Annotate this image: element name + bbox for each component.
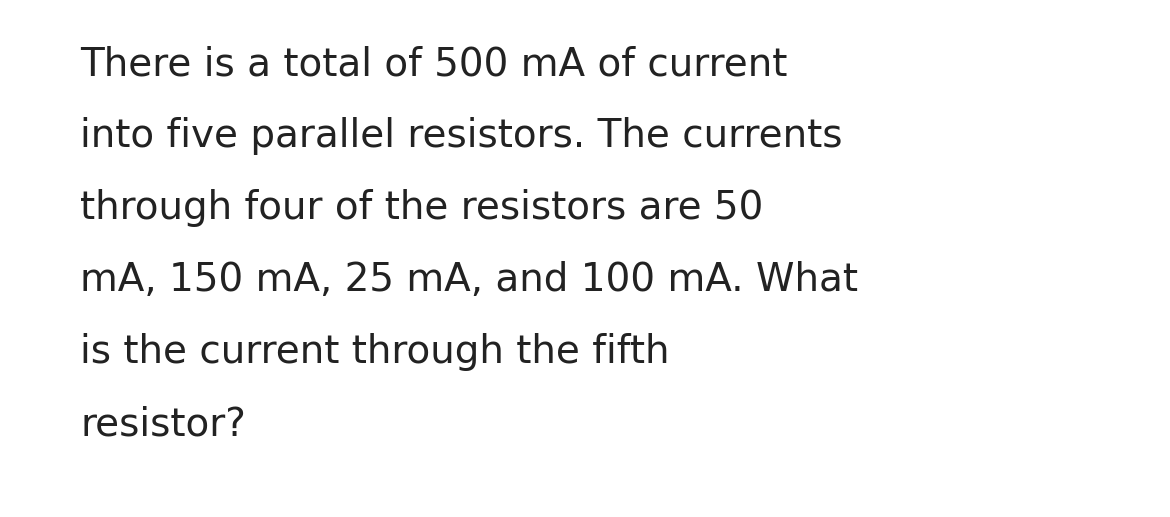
Text: through four of the resistors are 50: through four of the resistors are 50 xyxy=(80,189,763,227)
Text: resistor?: resistor? xyxy=(80,405,246,443)
Text: There is a total of 500 mA of current: There is a total of 500 mA of current xyxy=(80,45,787,83)
Text: into five parallel resistors. The currents: into five parallel resistors. The curren… xyxy=(80,117,842,155)
Text: mA, 150 mA, 25 mA, and 100 mA. What: mA, 150 mA, 25 mA, and 100 mA. What xyxy=(80,261,858,299)
Text: is the current through the fifth: is the current through the fifth xyxy=(80,333,669,371)
